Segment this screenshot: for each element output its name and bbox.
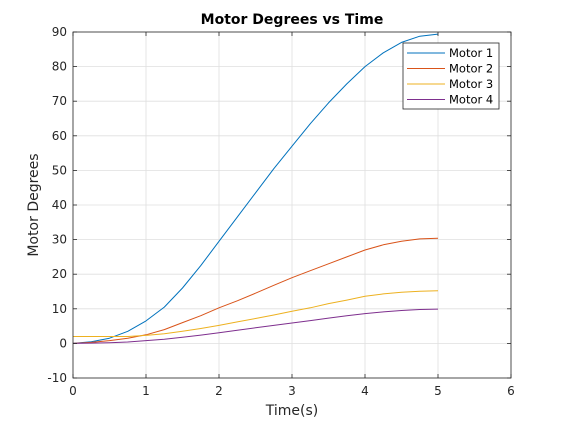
legend-entry-label: Motor 3 — [449, 77, 493, 91]
x-tick-label: 1 — [142, 384, 150, 398]
y-tick-label: 10 — [52, 302, 67, 316]
x-tick-label: 3 — [288, 384, 296, 398]
x-tick-label: 4 — [361, 384, 369, 398]
y-tick-label: 30 — [52, 233, 67, 247]
legend-entry-label: Motor 2 — [449, 62, 493, 76]
y-tick-label: 90 — [52, 25, 67, 39]
y-tick-label: 50 — [52, 163, 67, 177]
x-tick-label: 5 — [434, 384, 442, 398]
series-line-motor-4 — [72, 308, 439, 344]
series-lines — [72, 33, 439, 344]
x-tick-label: 0 — [69, 384, 77, 398]
x-tick-label: 2 — [215, 384, 223, 398]
y-tick-label: 60 — [52, 129, 67, 143]
y-tick-label: 80 — [52, 60, 67, 74]
y-tick-label: -10 — [47, 371, 67, 385]
x-axis-label: Time(s) — [265, 403, 318, 419]
legend-box — [402, 42, 500, 110]
series-line-motor-3 — [73, 290, 439, 337]
y-tick-label: 40 — [52, 198, 67, 212]
y-tick-label: 70 — [52, 94, 67, 108]
legend-entry-label: Motor 4 — [449, 93, 493, 107]
y-axis-label: Motor Degrees — [26, 153, 42, 256]
series-line-motor-1 — [72, 33, 439, 344]
series-line-motor-2 — [72, 237, 439, 344]
x-tick-label: 6 — [507, 384, 515, 398]
legend-entry-label: Motor 1 — [449, 46, 493, 60]
y-tick-label: 20 — [52, 267, 67, 281]
y-tick-label: 0 — [59, 336, 67, 350]
chart-title: Motor Degrees vs Time — [201, 12, 384, 28]
